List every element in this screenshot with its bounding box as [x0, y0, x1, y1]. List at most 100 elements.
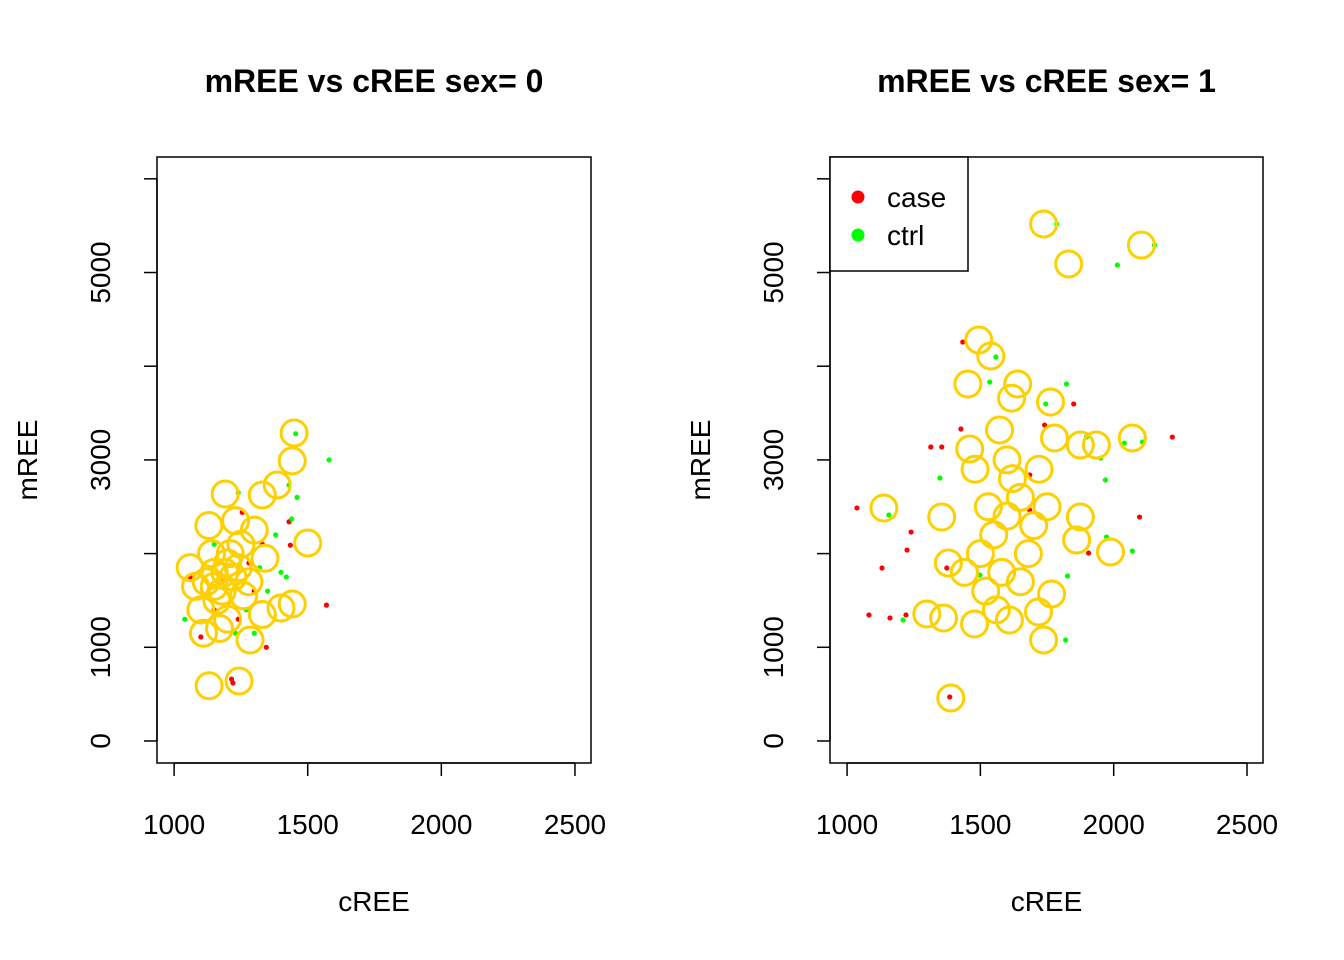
point — [263, 644, 269, 650]
point — [228, 676, 235, 682]
point — [326, 457, 332, 463]
y-tick-label: 0 — [85, 733, 116, 749]
point — [866, 612, 872, 618]
y-tick-label: 5000 — [758, 241, 789, 303]
highlight-circle — [175, 553, 205, 583]
point — [293, 431, 299, 437]
point — [886, 512, 892, 518]
highlight-circle — [992, 445, 1022, 475]
highlight-circle — [1117, 423, 1147, 453]
point — [265, 588, 271, 594]
highlight-circle — [197, 539, 227, 569]
point — [887, 615, 893, 621]
y-tick-label: 0 — [758, 733, 789, 749]
highlight-circle — [1019, 510, 1049, 540]
point — [928, 444, 934, 450]
legend-label: case — [887, 182, 946, 213]
highlight-circle — [949, 557, 979, 587]
highlight-circle — [1062, 525, 1092, 555]
point — [904, 547, 910, 553]
highlight-circle — [205, 614, 235, 644]
highlight-circle — [976, 341, 1006, 371]
point — [251, 630, 257, 636]
legend-marker — [851, 190, 865, 204]
point — [900, 617, 906, 623]
highlight-circle — [1032, 492, 1062, 522]
point — [854, 505, 860, 511]
highlight-circle — [965, 539, 995, 569]
x-axis-label: cREE — [338, 886, 410, 917]
point — [1102, 477, 1109, 483]
plot-frame — [156, 156, 592, 764]
point — [947, 694, 953, 700]
point — [879, 565, 885, 571]
x-tick-label: 2000 — [410, 809, 472, 840]
highlight-circle — [1024, 454, 1054, 484]
point — [937, 475, 943, 481]
highlight-circle — [1081, 430, 1111, 460]
point — [323, 602, 330, 608]
y-tick-label: 1000 — [85, 616, 116, 678]
point — [1169, 434, 1175, 440]
y-tick-label: 5000 — [85, 241, 116, 303]
highlight-circle — [1005, 567, 1035, 597]
highlight-circle — [1013, 539, 1043, 569]
x-tick-label: 2000 — [1083, 809, 1145, 840]
highlight-circle — [223, 553, 253, 583]
highlight-circle — [1024, 597, 1054, 627]
legend-marker — [851, 228, 865, 242]
point — [1136, 514, 1143, 520]
highlight-circle — [987, 557, 1017, 587]
point — [908, 529, 914, 535]
legend-box — [829, 156, 969, 272]
highlight-circle — [1029, 625, 1059, 655]
highlight-circle — [215, 539, 245, 569]
point — [198, 634, 204, 640]
highlight-circle — [250, 543, 280, 573]
highlight-circle — [247, 599, 277, 629]
point — [987, 379, 993, 385]
x-tick-label: 1500 — [277, 809, 339, 840]
highlight-circle — [960, 609, 990, 639]
highlight-circle — [279, 418, 309, 448]
highlight-circle — [1054, 249, 1084, 279]
highlight-circle — [239, 515, 269, 545]
highlight-circle — [1039, 423, 1069, 453]
y-axis-label: mREE — [12, 420, 43, 501]
highlight-circle — [973, 492, 1003, 522]
highlight-circle — [992, 501, 1022, 531]
x-tick-label: 1500 — [949, 809, 1011, 840]
highlight-circle — [293, 528, 323, 558]
highlight-circle — [979, 520, 1009, 550]
highlight-circle — [1065, 502, 1095, 532]
point — [287, 542, 293, 548]
highlight-circle — [997, 383, 1027, 413]
highlight-circle — [953, 369, 983, 399]
highlight-circle — [927, 502, 957, 532]
highlight-circle — [194, 671, 224, 701]
point — [283, 574, 289, 580]
x-tick-label: 2500 — [544, 809, 606, 840]
highlight-circle — [1037, 579, 1067, 609]
point — [1121, 440, 1127, 446]
x-tick-label: 1000 — [816, 809, 878, 840]
legend-label: ctrl — [887, 220, 924, 251]
point — [1129, 548, 1135, 554]
point — [1063, 381, 1070, 387]
highlight-circle — [221, 506, 251, 536]
highlight-circle — [1095, 537, 1125, 567]
highlight-circle — [266, 593, 296, 623]
point — [182, 616, 188, 622]
point — [903, 612, 909, 618]
point — [993, 354, 999, 360]
point — [211, 541, 217, 547]
point — [1071, 401, 1077, 407]
point — [278, 569, 284, 575]
highlight-circle — [235, 625, 265, 655]
highlight-circle — [1003, 369, 1033, 399]
x-tick-label: 2500 — [1216, 809, 1278, 840]
point — [1063, 637, 1069, 643]
highlight-circle — [213, 604, 243, 634]
highlight-circle — [912, 599, 942, 629]
